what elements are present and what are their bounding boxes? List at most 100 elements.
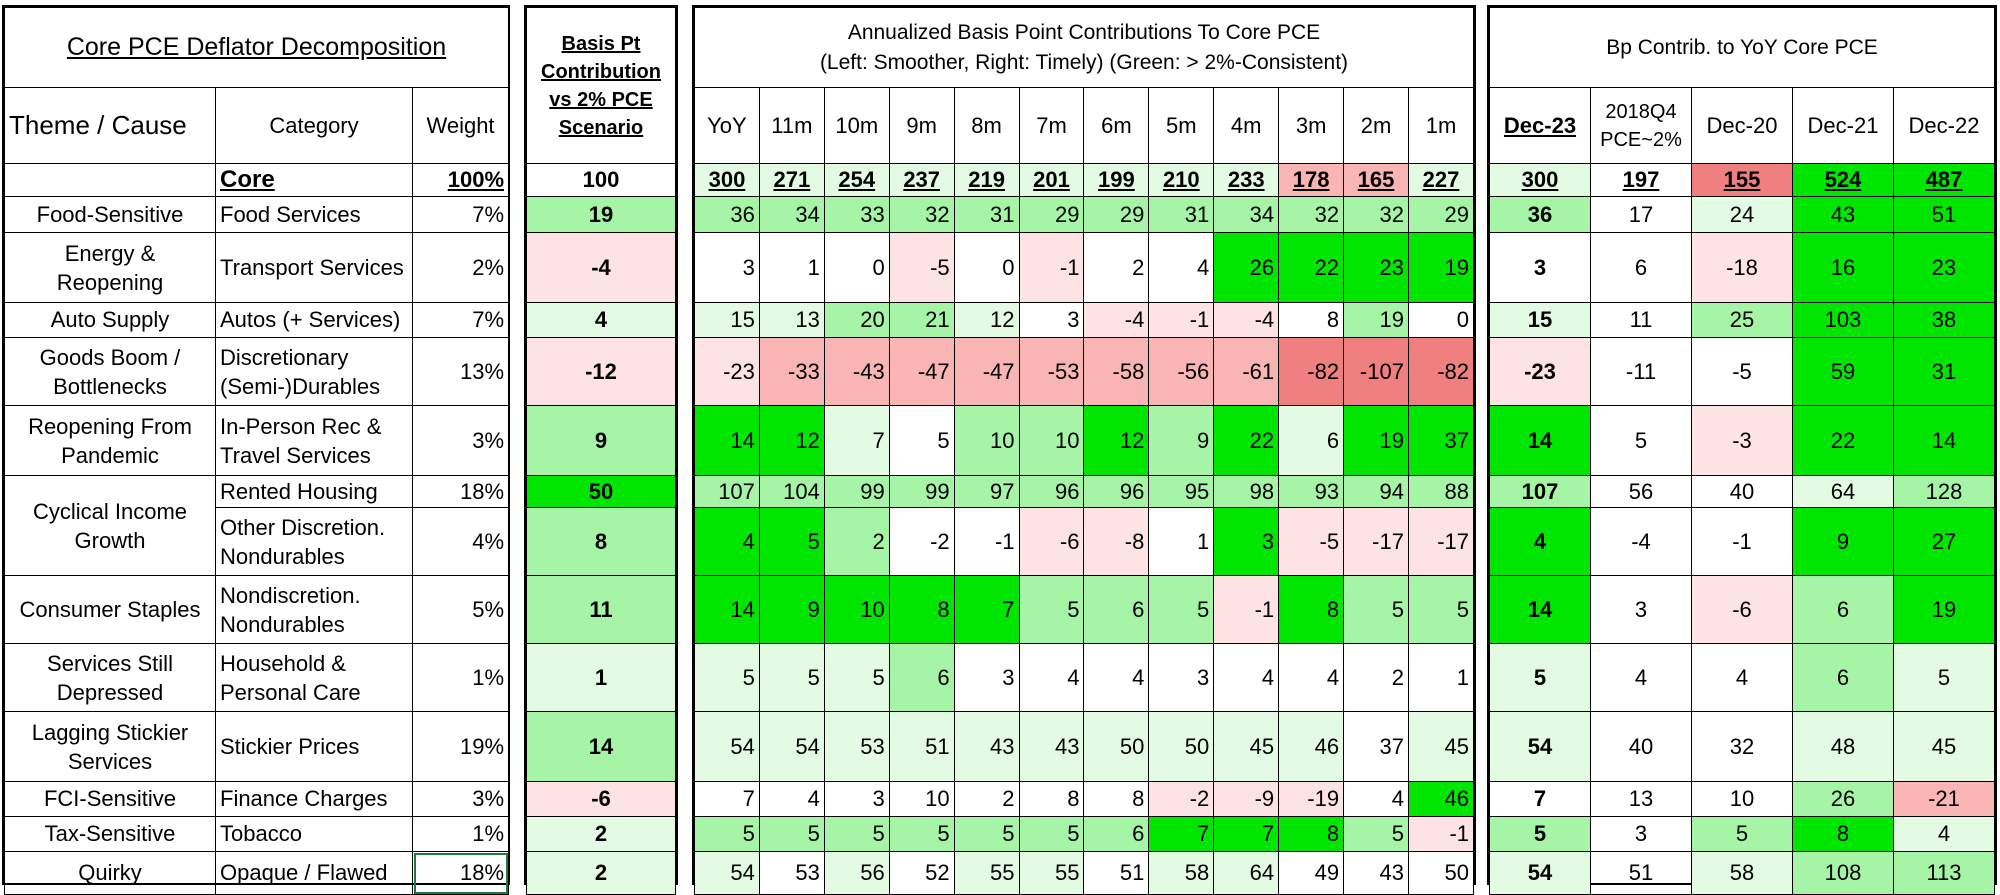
yoy-value-cell: 54 <box>1489 711 1591 782</box>
basis-value-cell: -12 <box>526 337 676 406</box>
table-row: 4 -4 -1 9 27 <box>1489 507 1995 576</box>
annualized-value-cell: 0 <box>953 232 1020 303</box>
yoy-value-cell: 14 <box>1489 405 1591 476</box>
annualized-value-cell: -23 <box>694 337 760 406</box>
annualized-value-cell: -17 <box>1343 507 1409 576</box>
yoy-value-cell: 32 <box>1691 711 1793 782</box>
annualized-value-cell: 3 <box>1148 643 1215 712</box>
annualized-core-value: 219 <box>953 163 1020 197</box>
yoy-value-cell: 64 <box>1792 475 1894 508</box>
table-row: Tax-Sensitive Tobacco 1% <box>4 816 510 852</box>
annualized-value-cell: 6 <box>1083 816 1150 852</box>
category-cell: Rented Housing <box>215 475 413 508</box>
category-cell: Opaque / Flawed <box>215 851 413 895</box>
table-row: 14 <box>526 711 676 782</box>
annualized-value-cell: 98 <box>1213 475 1280 508</box>
annualized-value-cell: -1 <box>1407 816 1475 852</box>
category-cell: Stickier Prices <box>215 711 413 782</box>
annualized-value-cell: 8 <box>1018 781 1085 817</box>
table-row: Energy & Reopening Transport Services 2% <box>4 232 510 303</box>
annualized-value-cell: 19 <box>1407 232 1475 303</box>
basis-value-cell: 50 <box>526 475 676 508</box>
annualized-value-cell: 12 <box>758 405 825 476</box>
yoy-value-cell: 103 <box>1792 302 1894 338</box>
annualized-value-cell: 6 <box>1083 575 1150 644</box>
core-row: 300 271 254 237 219 201 199 210 233 178 165 227 <box>694 163 1475 197</box>
annualized-title: Annualized Basis Point Contributions To … <box>694 7 1474 88</box>
theme-cell: Quirky <box>4 851 216 895</box>
yoy-value-cell: 128 <box>1893 475 1995 508</box>
annualized-value-cell: -1 <box>1213 575 1280 644</box>
annualized-table: Annualized Basis Point Contributions To … <box>694 7 1475 895</box>
table-row: Auto Supply Autos (+ Services) 7% <box>4 302 510 338</box>
annualized-value-cell: 52 <box>888 851 955 895</box>
annualized-column-header: 9m <box>888 87 955 164</box>
annualized-value-cell: 53 <box>758 851 825 895</box>
annualized-value-cell: 3 <box>823 781 890 817</box>
yoy-value-cell: 15 <box>1489 302 1591 338</box>
annualized-value-cell: 1 <box>1148 507 1215 576</box>
annualized-value-cell: -58 <box>1083 337 1150 406</box>
category-cell: Transport Services <box>215 232 413 303</box>
yoy-value-cell: 108 <box>1792 851 1894 895</box>
table-row: 15 11 25 103 38 <box>1489 302 1995 338</box>
yoy-value-cell: 10 <box>1691 781 1793 817</box>
annualized-title-row: Annualized Basis Point Contributions To … <box>694 7 1474 88</box>
annualized-value-cell: -47 <box>953 337 1020 406</box>
annualized-value-cell: 1 <box>758 232 825 303</box>
yoy-value-cell: -3 <box>1691 405 1793 476</box>
yoy-value-cell: 48 <box>1792 711 1894 782</box>
table-row: 54 54 53 51 43 43 50 50 45 46 37 45 <box>694 711 1475 782</box>
yoy-value-cell: 51 <box>1893 196 1995 233</box>
annualized-value-cell: -1 <box>953 507 1020 576</box>
table-row: 1 <box>526 643 676 712</box>
annualized-column-header: YoY <box>694 87 760 164</box>
weight-cell-selected[interactable]: 18% <box>411 851 510 895</box>
basis-value-cell: -4 <box>526 232 676 303</box>
annualized-value-cell: 104 <box>758 475 825 508</box>
annualized-value-cell: -6 <box>1018 507 1085 576</box>
annualized-value-cell: 20 <box>823 302 890 338</box>
annualized-value-cell: 8 <box>888 575 955 644</box>
panel-title: Core PCE Deflator Decomposition <box>3 7 510 88</box>
annualized-column-header: 8m <box>953 87 1020 164</box>
yoy-value-cell: 4 <box>1691 643 1793 712</box>
table-row: 107 56 40 64 128 <box>1489 475 1995 508</box>
annualized-value-cell: 6 <box>1278 405 1345 476</box>
category-cell: Autos (+ Services) <box>215 302 413 338</box>
annualized-value-cell: 26 <box>1213 232 1280 303</box>
yoy-value-cell: -23 <box>1489 337 1591 406</box>
yoy-value-cell: 4 <box>1893 816 1995 852</box>
yoy-value-cell: 43 <box>1792 196 1894 233</box>
table-row: 3 1 0 -5 0 -1 2 4 26 22 23 19 <box>694 232 1475 303</box>
yoy-value-cell: -6 <box>1691 575 1793 644</box>
category-cell: Tobacco <box>215 816 413 852</box>
annualized-value-cell: 49 <box>1278 851 1345 895</box>
core-weight: 100% <box>411 163 510 197</box>
annualized-value-cell: 7 <box>1148 816 1215 852</box>
annualized-value-cell: 7 <box>823 405 890 476</box>
table-row: 50 <box>526 475 676 508</box>
yoy-panel: Bp Contrib. to YoY Core PCE Dec-23 2018Q4… <box>1487 5 1997 895</box>
annualized-value-cell: 31 <box>1148 196 1215 233</box>
table-row: -23 -33 -43 -47 -47 -53 -58 -56 -61 -82 -107 -82 <box>694 337 1475 406</box>
annualized-value-cell: 94 <box>1343 475 1409 508</box>
annualized-value-cell: 56 <box>823 851 890 895</box>
weight-cell: 3% <box>411 405 510 476</box>
yoy-value-cell: 5 <box>1590 405 1692 476</box>
yoy-value-cell: 45 <box>1893 711 1995 782</box>
annualized-value-cell: -56 <box>1148 337 1215 406</box>
table-row: Lagging Stickier Services Stickier Price… <box>4 711 510 782</box>
annualized-value-cell: 3 <box>694 232 760 303</box>
table-row: 107 104 99 99 97 96 96 95 98 93 94 88 <box>694 475 1475 508</box>
annualized-value-cell: 0 <box>823 232 890 303</box>
weight-cell: 1% <box>411 816 510 852</box>
yoy-value-cell: -18 <box>1691 232 1793 303</box>
annualized-value-cell: -17 <box>1407 507 1475 576</box>
annualized-value-cell: -33 <box>758 337 825 406</box>
annualized-value-cell: 54 <box>694 851 760 895</box>
yoy-value-cell: 38 <box>1893 302 1995 338</box>
table-row: Quirky Opaque / Flawed 18% <box>4 851 510 895</box>
annualized-value-cell: -47 <box>888 337 955 406</box>
